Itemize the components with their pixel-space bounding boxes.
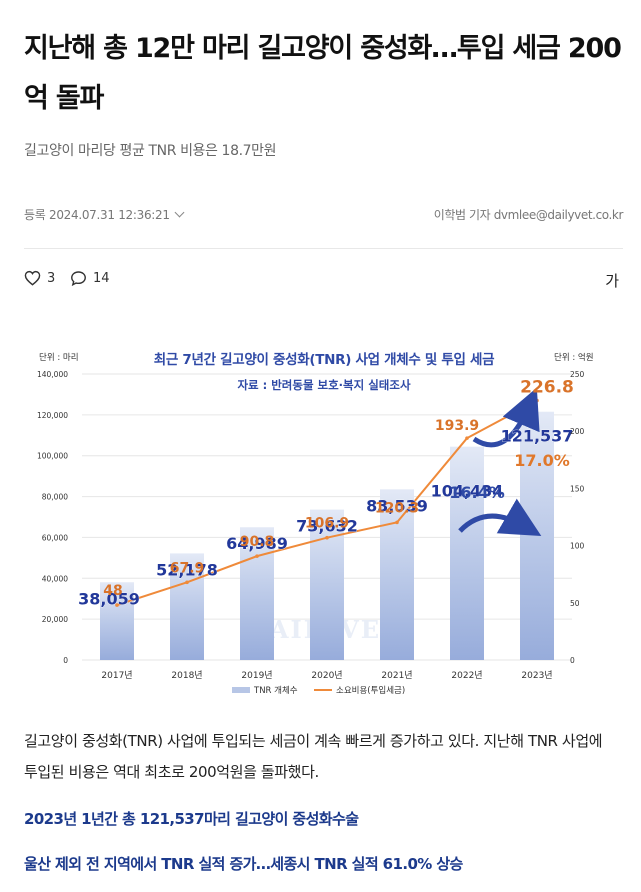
- tnr-chart: DAILYVET 38,05952,17864,98973,63283,5391…: [24, 338, 618, 710]
- left-axis-unit: 단위 : 마리: [39, 352, 79, 363]
- x-axis-tick-label: 2017년: [101, 670, 132, 681]
- bar-value-label: 83,539: [366, 496, 428, 515]
- divider: [24, 248, 623, 249]
- tnr-bar: [240, 527, 274, 660]
- bar-value-label: 73,632: [296, 517, 358, 536]
- article-meta: 등록 2024.07.31 12:36:21 이학범 기자 dvmlee@dai…: [24, 203, 623, 225]
- x-axis-tick-label: 2020년: [311, 670, 342, 681]
- bar-value-label: 52,178: [156, 560, 218, 579]
- chart-title: 최근 7년간 길고양이 중성화(TNR) 사업 개체수 및 투입 세금: [154, 351, 495, 368]
- left-axis-tick-label: 140,000: [37, 370, 68, 379]
- cost-value-label: 120.3: [375, 500, 419, 516]
- right-axis-tick-label: 100: [570, 542, 585, 551]
- tnr-bar: [520, 411, 554, 660]
- cost-value-label: 226.8: [520, 378, 574, 398]
- comment-icon: [71, 271, 86, 287]
- x-axis-tick-label: 2018년: [171, 670, 202, 681]
- x-axis-tick-label: 2019년: [241, 670, 272, 681]
- right-axis-tick-label: 250: [570, 370, 585, 379]
- cost-value-label: 106.9: [305, 516, 349, 532]
- bar-growth-annotation: 16.4%: [449, 483, 505, 502]
- like-button[interactable]: 3: [24, 270, 55, 286]
- article-body: 길고양이 중성화(TNR) 사업에 투입되는 세금이 계속 빠르게 증가하고 있…: [24, 732, 603, 781]
- left-axis-tick-label: 60,000: [42, 533, 68, 542]
- cost-growth-annotation: 17.0%: [514, 451, 570, 470]
- bar-value-label: 38,059: [78, 589, 140, 608]
- x-axis-tick-label: 2022년: [451, 670, 482, 681]
- cost-point: [185, 580, 189, 585]
- publish-date-label: 등록 2024.07.31 12:36:21: [24, 208, 170, 222]
- publish-date[interactable]: 등록 2024.07.31 12:36:21: [24, 206, 185, 223]
- cost-value-label: 67.9: [170, 560, 205, 576]
- cost-point: [115, 603, 119, 607]
- left-axis-tick-label: 20,000: [42, 615, 68, 624]
- bar-growth-arrow: [458, 498, 542, 537]
- left-axis-tick-label: 0: [63, 656, 68, 665]
- author-info: 이학범 기자 dvmlee@dailyvet.co.kr: [433, 208, 624, 222]
- bar-value-label: 64,989: [226, 534, 288, 553]
- tnr-bar: [100, 582, 134, 660]
- legend-line-label: 소요비용(투입세금): [336, 686, 405, 696]
- article-subhead-2: 울산 제외 전 지역에서 TNR 실적 증가…세종시 TNR 실적 61.0% …: [24, 855, 463, 873]
- left-axis-tick-label: 120,000: [37, 411, 68, 420]
- right-axis-tick-label: 50: [570, 599, 580, 608]
- tnr-bar: [380, 489, 414, 660]
- comment-count: 14: [93, 271, 110, 286]
- cost-point: [255, 554, 259, 558]
- right-axis-tick-label: 200: [570, 427, 585, 436]
- chart-source: 자료 : 반려동물 보호·복지 실태조사: [237, 378, 411, 392]
- tnr-bar: [450, 446, 484, 660]
- article-subhead-1: 2023년 1년간 총 121,537마리 길고양이 중성화수술: [24, 810, 359, 828]
- bar-value-label: 121,537: [501, 427, 574, 446]
- bar-value-label: 104,434: [431, 482, 504, 501]
- left-axis-tick-label: 100,000: [37, 452, 68, 461]
- cost-growth-arrow: [472, 387, 540, 448]
- right-axis-unit: 단위 : 억원: [554, 352, 594, 363]
- cost-point: [535, 398, 539, 403]
- heart-icon: [24, 270, 41, 286]
- right-axis-tick-label: 150: [570, 484, 585, 493]
- cost-point: [325, 535, 329, 540]
- cost-point: [465, 436, 469, 440]
- like-count: 3: [47, 271, 56, 286]
- right-axis-tick-label: 0: [570, 656, 575, 665]
- x-axis-tick-label: 2023년: [521, 670, 552, 681]
- legend-bar-label: TNR 개체수: [253, 685, 298, 696]
- chart-figure: DAILYVET 38,05952,17864,98973,63283,5391…: [24, 338, 618, 710]
- cost-point: [395, 520, 399, 525]
- x-axis-tick-label: 2021년: [381, 670, 412, 681]
- chart-legend: TNR 개체수 소요비용(투입세금): [232, 685, 405, 696]
- tnr-bar: [170, 553, 204, 660]
- article-subtitle: 길고양이 마리당 평균 TNR 비용은 18.7만원: [24, 143, 277, 159]
- left-axis-tick-label: 40,000: [42, 574, 68, 583]
- chevron-down-icon[interactable]: [174, 207, 185, 218]
- article-title: 지난해 총 12만 마리 길고양이 중성화…투입 세금 200억 돌파: [24, 33, 622, 114]
- left-axis-tick-label: 80,000: [42, 493, 68, 502]
- cost-value-label: 48: [103, 583, 122, 599]
- legend-bar-swatch: [232, 687, 250, 693]
- cost-value-label: 90.8: [240, 534, 275, 550]
- font-size-button[interactable]: 가: [605, 272, 619, 290]
- cost-value-label: 193.9: [435, 418, 479, 434]
- comment-button[interactable]: 14: [70, 270, 110, 287]
